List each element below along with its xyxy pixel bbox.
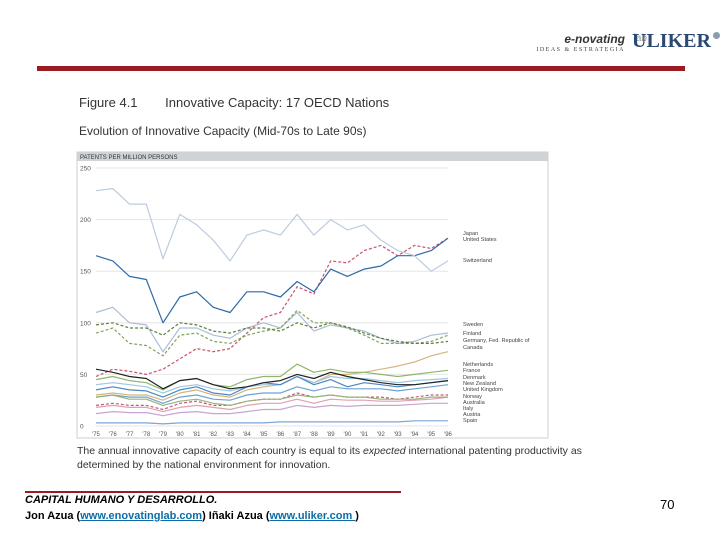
legend-label: Norway (463, 394, 482, 400)
series-line (95, 237, 449, 324)
series-line (95, 237, 449, 378)
figure-title: Figure 4.1 Innovative Capacity: 17 OECD … (79, 95, 389, 110)
x-tick-label: '89 (327, 432, 335, 438)
legend-label: Australia (463, 400, 486, 406)
header-divider (37, 66, 685, 71)
legend-label: France (463, 368, 480, 374)
series-line (95, 363, 449, 391)
caption-text-1: The annual innovative capacity of each c… (77, 445, 364, 457)
caption-emphasis: expected (363, 445, 406, 457)
x-tick-label: '78 (142, 432, 150, 438)
page-number: 70 (660, 497, 675, 512)
series-line (95, 375, 449, 398)
legend-label: New Zealand (463, 381, 496, 387)
uliker-link[interactable]: www.uliker.com (269, 510, 356, 522)
x-tick-label: '75 (92, 432, 100, 438)
x-tick-labels: '75 '76 '77 '78 '79 '80 '81 '82 '83 '84 '85 '86 '87 '… (92, 432, 452, 438)
x-tick-label: '79 (159, 432, 167, 438)
y-tick-label: 100 (80, 320, 91, 327)
x-tick-label: '94 (411, 432, 419, 438)
y-tick-label: 50 (80, 372, 88, 379)
legend-label: Austria (463, 412, 481, 418)
uliker-logo-text: ULIKER (632, 30, 711, 52)
figure-label: Figure 4.1 (79, 95, 138, 110)
credits-mid: ) Iñaki Azua ( (202, 510, 270, 522)
series-line (95, 306, 449, 353)
x-tick-label: '96 (444, 432, 452, 438)
footer-title: CAPITAL HUMANO Y DESARROLLO. (25, 494, 218, 506)
series-line (95, 368, 449, 390)
footer-credits: Jon Azua (www.enovatinglab.com) Iñaki Az… (25, 510, 359, 522)
figure-caption: The annual innovative capacity of each c… (77, 444, 617, 472)
figure-title-text: Innovative Capacity: 17 OECD Nations (165, 95, 390, 110)
x-tick-label: '90 (344, 432, 352, 438)
legend-label: Netherlands (463, 362, 493, 368)
y-tick-label: 0 (80, 424, 84, 431)
enovating-logo-tagline: IDEAS & ESTRATEGIA (536, 47, 625, 53)
x-tick-label: '84 (243, 432, 251, 438)
credits-prefix: Jon Azua ( (25, 510, 81, 522)
x-tick-label: '85 (260, 432, 268, 438)
legend-label: United States (463, 237, 497, 243)
x-tick-label: '77 (126, 432, 134, 438)
series-line (95, 309, 449, 357)
legend-label: Canada (463, 345, 483, 351)
y-tick-label: 200 (80, 217, 91, 224)
y-axis-label: PATENTS PER MILLION PERSONS (80, 155, 177, 161)
x-tick-label: '76 (109, 432, 117, 438)
x-tick-label: '80 (176, 432, 184, 438)
x-tick-label: '87 (293, 432, 301, 438)
legend-label: Finland (463, 331, 481, 337)
legend-label: Switzerland (463, 258, 492, 264)
x-tick-label: '95 (427, 432, 435, 438)
series-line (95, 396, 449, 413)
x-tick-label: '92 (377, 432, 385, 438)
x-tick-label: '83 (226, 432, 234, 438)
x-tick-label: '86 (276, 432, 284, 438)
chart-header-band (77, 152, 548, 161)
legend-label: Germany, Fed. Republic of (463, 338, 530, 344)
series-line (95, 402, 448, 417)
enovating-logo-word: e-novating (564, 32, 625, 46)
legend-label: Spain (463, 418, 477, 424)
legend-label: United Kingdom (463, 387, 503, 393)
series-line (95, 351, 449, 401)
enovating-logo-lab: lab (633, 33, 647, 44)
x-tick-label: '88 (310, 432, 318, 438)
uliker-logo-mark (712, 32, 720, 39)
footer-divider (25, 491, 401, 493)
series-line (96, 420, 448, 425)
y-tick-label: 150 (80, 269, 91, 276)
enovating-logo: e-novating lab IDEAS & ESTRATEGIA (505, 32, 647, 58)
y-tick-labels: 0 50 100 150 200 250 (80, 166, 91, 431)
x-tick-label: '91 (360, 432, 368, 438)
legend-label: Italy (463, 406, 473, 412)
series-line (95, 384, 449, 404)
x-tick-label: '81 (193, 432, 201, 438)
series-line (95, 322, 449, 344)
series-line (95, 375, 449, 394)
legend-label: Denmark (463, 375, 486, 381)
legend-label: Japan (463, 231, 478, 237)
y-tick-label: 250 (80, 166, 91, 173)
figure-subtitle: Evolution of Innovative Capacity (Mid-70… (79, 124, 367, 138)
legend-label: Sweden (463, 322, 483, 328)
x-tick-label: '93 (394, 432, 402, 438)
credits-suffix: ) (355, 510, 359, 522)
grid-layer (96, 167, 448, 427)
series-line (95, 394, 448, 406)
enovatinglab-link[interactable]: www.enovatinglab.com (80, 510, 203, 522)
x-tick-label: '82 (209, 432, 217, 438)
series-lines (95, 188, 449, 425)
uliker-logo: ULIKER (632, 30, 720, 53)
caption-text-2: international patenting productivity as … (77, 445, 582, 471)
series-line (95, 188, 449, 272)
